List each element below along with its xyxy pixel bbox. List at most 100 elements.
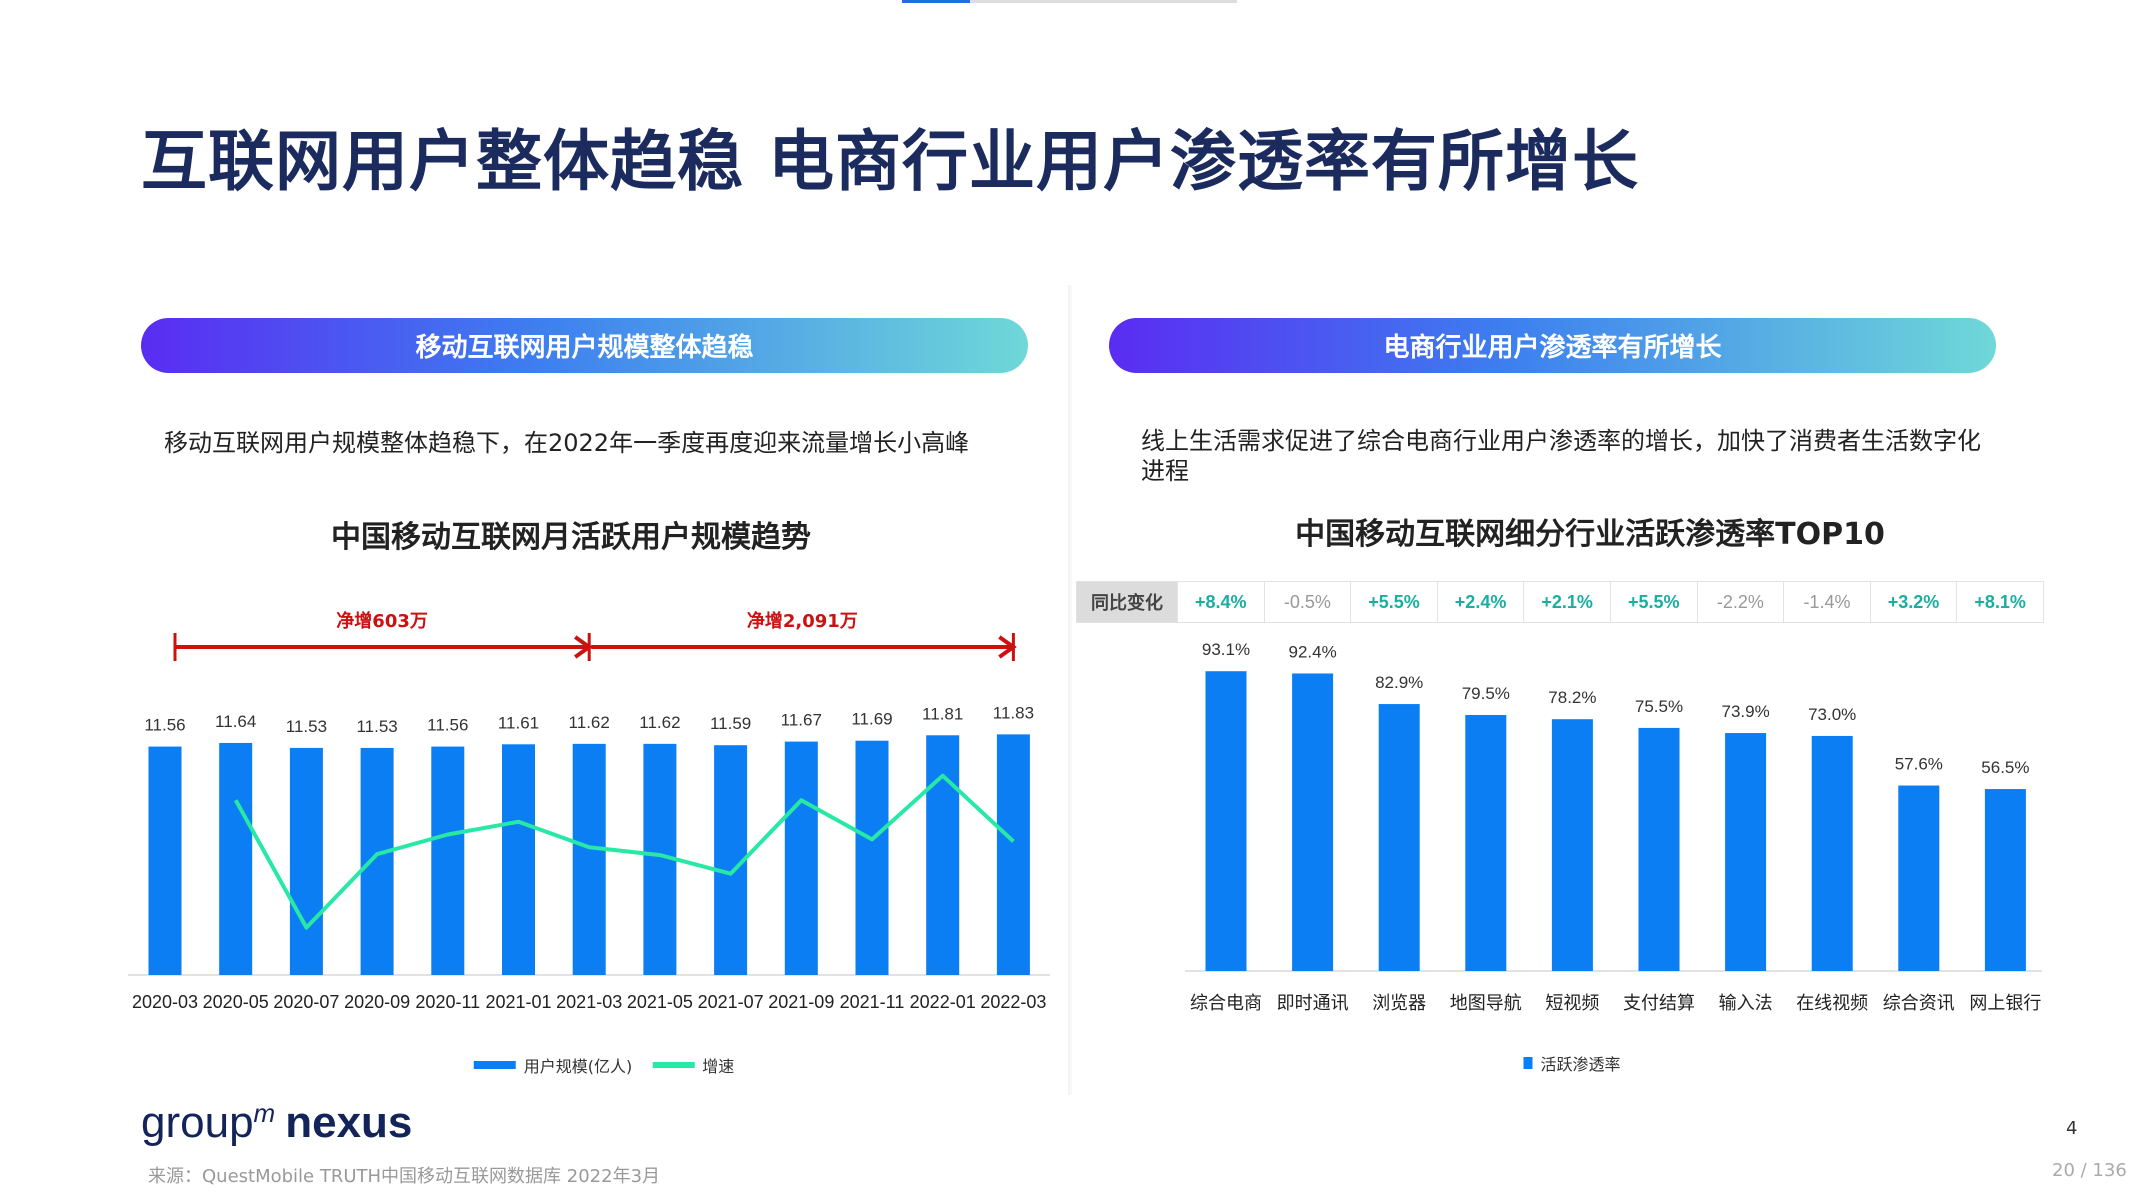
x-tick-label: 2020-05 (203, 992, 269, 1012)
source-note: 来源：QuestMobile TRUTH中国移动互联网数据库 2022年3月 (148, 1166, 661, 1187)
yoy-header: 同比变化 (1077, 582, 1177, 622)
legend-label: 增速 (702, 1057, 735, 1076)
legend-bar-swatch (1523, 1057, 1533, 1069)
data-label: 78.2% (1548, 688, 1596, 707)
data-label: 79.5% (1462, 684, 1510, 703)
x-tick-label: 2020-09 (344, 992, 410, 1012)
bar (1378, 704, 1420, 971)
yoy-change-cell: +3.2% (1869, 582, 1957, 622)
x-tick-label: 浏览器 (1372, 993, 1426, 1014)
yoy-change-cell: +5.5% (1350, 582, 1437, 622)
x-tick-label: 2021-07 (698, 992, 764, 1012)
x-tick-label: 输入法 (1719, 993, 1773, 1014)
data-label: 92.4% (1288, 642, 1336, 661)
x-tick-label: 综合电商 (1190, 993, 1262, 1014)
divider (1068, 285, 1072, 1095)
x-tick-label: 2022-01 (910, 992, 976, 1012)
bar (855, 740, 889, 975)
data-label: 11.56 (144, 716, 185, 735)
x-tick-label: 2020-03 (132, 992, 198, 1012)
progress-track (970, 0, 1237, 3)
right-chart-title: 中国移动互联网细分行业活跃渗透率TOP10 (1295, 517, 1885, 552)
data-label: 73.9% (1721, 702, 1769, 721)
bar (289, 747, 323, 975)
data-label: 57.6% (1895, 755, 1943, 774)
yoy-change-cell: +2.4% (1436, 582, 1524, 622)
bar (219, 742, 253, 975)
yoy-change-cell: +5.5% (1609, 582, 1697, 622)
bar (148, 746, 182, 975)
bar (502, 744, 535, 975)
data-label: 11.53 (286, 717, 327, 736)
page-title: 互联网用户整体趋稳 电商行业用户渗透率有所增长 (141, 123, 1639, 200)
data-label: 56.5% (1981, 758, 2029, 777)
x-tick-label: 2021-09 (768, 992, 834, 1012)
yoy-change-cell: -1.4% (1783, 582, 1870, 622)
bar (360, 747, 394, 975)
x-tick-label: 支付结算 (1623, 993, 1695, 1014)
data-label: 11.62 (639, 713, 680, 732)
growth-line (233, 773, 1015, 930)
bar (996, 734, 1030, 975)
legend-label: 用户规模(亿人) (523, 1057, 633, 1076)
x-tick-label: 即时通讯 (1277, 993, 1349, 1014)
data-label: 11.67 (781, 711, 822, 730)
x-tick-label: 2020-07 (273, 992, 339, 1012)
legend-line-swatch (652, 1062, 695, 1068)
data-label: 11.61 (498, 713, 539, 732)
data-label: 75.5% (1635, 697, 1683, 716)
left-legend: 用户规模(亿人) 增速 (473, 1053, 735, 1077)
data-label: 11.69 (851, 710, 892, 729)
x-tick-label: 综合资讯 (1883, 993, 1955, 1014)
annotation-label: 净增603万 (336, 610, 428, 632)
x-tick-label: 地图导航 (1450, 993, 1522, 1014)
x-tick-label: 短视频 (1545, 993, 1599, 1014)
data-label: 11.81 (922, 704, 963, 723)
x-tick-label: 2021-03 (556, 992, 622, 1012)
x-tick-label: 2020-11 (415, 992, 480, 1012)
right-description: 线上生活需求促进了综合电商行业用户渗透率的增长，加快了消费者生活数字化进程 (1141, 427, 1981, 485)
bar (1551, 719, 1593, 971)
x-tick-label: 2022-03 (980, 992, 1046, 1012)
right-section-header: 电商行业用户渗透率有所增长 (1109, 318, 1996, 373)
data-label: 82.9% (1375, 673, 1423, 692)
bar (1898, 785, 1940, 971)
x-tick-label: 网上银行 (1969, 993, 2041, 1014)
x-tick-label: 2021-11 (840, 992, 905, 1012)
bar (1292, 673, 1334, 971)
legend-bar-swatch (473, 1061, 516, 1069)
x-tick-label: 2021-01 (485, 992, 551, 1012)
bar (1205, 671, 1247, 971)
yoy-change-row: 同比变化 +8.4% -0.5% +5.5% +2.4% +2.1% +5.5% -2.2%… (1076, 581, 2044, 623)
data-label: 73.0% (1808, 705, 1856, 724)
bar (784, 741, 818, 975)
data-label: 11.53 (356, 717, 397, 736)
data-label: 11.56 (427, 716, 468, 735)
bar (572, 743, 606, 975)
yoy-change-cell: -2.2% (1696, 582, 1784, 622)
progress-indicator (902, 0, 970, 3)
yoy-change-cell: +8.4% (1177, 582, 1264, 622)
data-label: 11.59 (710, 714, 751, 733)
left-chart-title: 中国移动互联网月活跃用户规模趋势 (331, 520, 811, 555)
bar (1984, 789, 2026, 971)
page-counter: 20 / 136 (2052, 1160, 2127, 1181)
x-tick-label: 在线视频 (1796, 993, 1868, 1014)
data-label: 11.83 (993, 703, 1034, 722)
yoy-change-cell: +2.1% (1523, 582, 1610, 622)
page-number: 4 (2066, 1118, 2078, 1139)
bar (1638, 727, 1680, 971)
bar (1465, 715, 1507, 971)
yoy-change-cell: +8.1% (1956, 582, 2043, 622)
bar (431, 746, 465, 975)
yoy-change-cell: -0.5% (1263, 582, 1351, 622)
left-description: 移动互联网用户规模整体趋稳下，在2022年一季度再度迎来流量增长小高峰 (164, 429, 970, 457)
data-label: 11.64 (215, 712, 256, 731)
annotation-label: 净增2,091万 (747, 610, 858, 632)
right-legend: 活跃渗透率 (1523, 1051, 1621, 1075)
data-label: 93.1% (1202, 640, 1250, 659)
left-section-header: 移动互联网用户规模整体趋稳 (141, 318, 1028, 373)
legend-label: 活跃渗透率 (1540, 1055, 1621, 1074)
